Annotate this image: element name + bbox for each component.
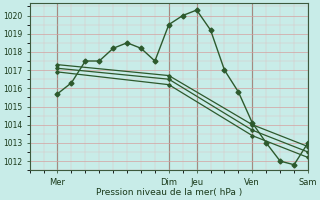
X-axis label: Pression niveau de la mer( hPa ): Pression niveau de la mer( hPa ) xyxy=(96,188,242,197)
